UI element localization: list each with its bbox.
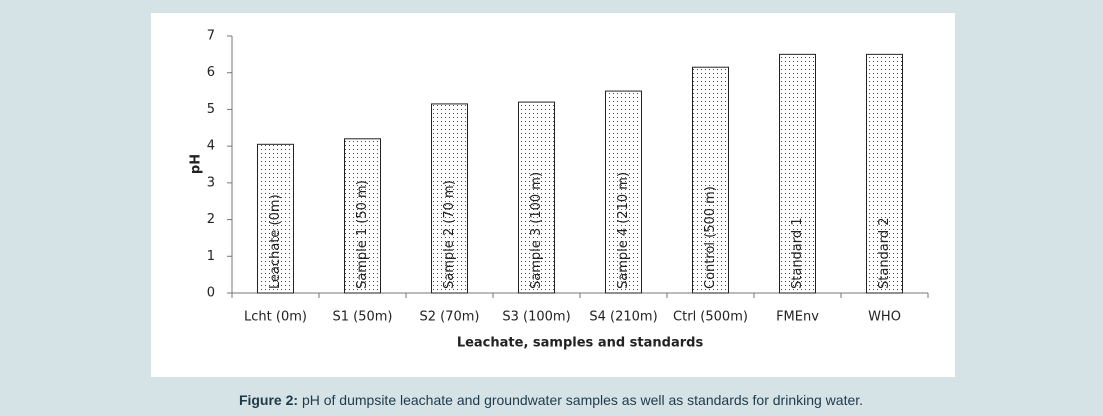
bar (866, 53, 903, 294)
bar-label: Sample 4 (210 m) (616, 172, 631, 289)
bar-label: Leachate (0m) (268, 194, 283, 289)
x-tick-label: Lcht (0m) (244, 310, 307, 325)
y-tick-label: 0 (207, 286, 215, 301)
bar-label: Sample 2 (70 m) (442, 180, 457, 289)
y-tick-label: 7 (207, 29, 215, 44)
bar-label: Standard 1 (790, 217, 805, 289)
x-tick-label: FMEnv (776, 310, 819, 325)
bar (605, 90, 642, 294)
y-tick-label: 1 (207, 249, 215, 264)
bar-label: Sample 1 (50 m) (355, 180, 370, 289)
x-tick-label: S3 (100m) (502, 310, 570, 325)
y-axis-label: pH (189, 154, 204, 174)
caption: Figure 2: pH of dumpsite leachate and gr… (239, 392, 863, 408)
bar (518, 101, 555, 294)
y-tick-label: 5 (207, 102, 215, 117)
y-tick-label: 2 (207, 212, 215, 227)
y-tick-label: 4 (207, 139, 215, 154)
bar (692, 66, 729, 294)
x-tick-label: Ctrl (500m) (673, 310, 748, 325)
x-tick-label: S1 (50m) (332, 310, 392, 325)
y-tick-label: 3 (207, 175, 215, 190)
bar-label: Standard 2 (877, 217, 892, 289)
x-tick-label: S4 (210m) (589, 310, 657, 325)
bar-label: Control (500 m) (703, 186, 718, 289)
x-axis-label: Leachate, samples and standards (457, 336, 704, 351)
bar (779, 53, 816, 294)
y-tick-label: 6 (207, 65, 215, 80)
caption-text: pH of dumpsite leachate and groundwater … (302, 392, 863, 408)
bar (257, 143, 294, 294)
x-tick-label: S2 (70m) (419, 310, 479, 325)
bar (344, 138, 381, 294)
x-tick-label: WHO (868, 310, 901, 325)
bar-label: Sample 3 (100 m) (529, 172, 544, 289)
bar (431, 103, 468, 294)
caption-label: Figure 2: (239, 392, 298, 408)
